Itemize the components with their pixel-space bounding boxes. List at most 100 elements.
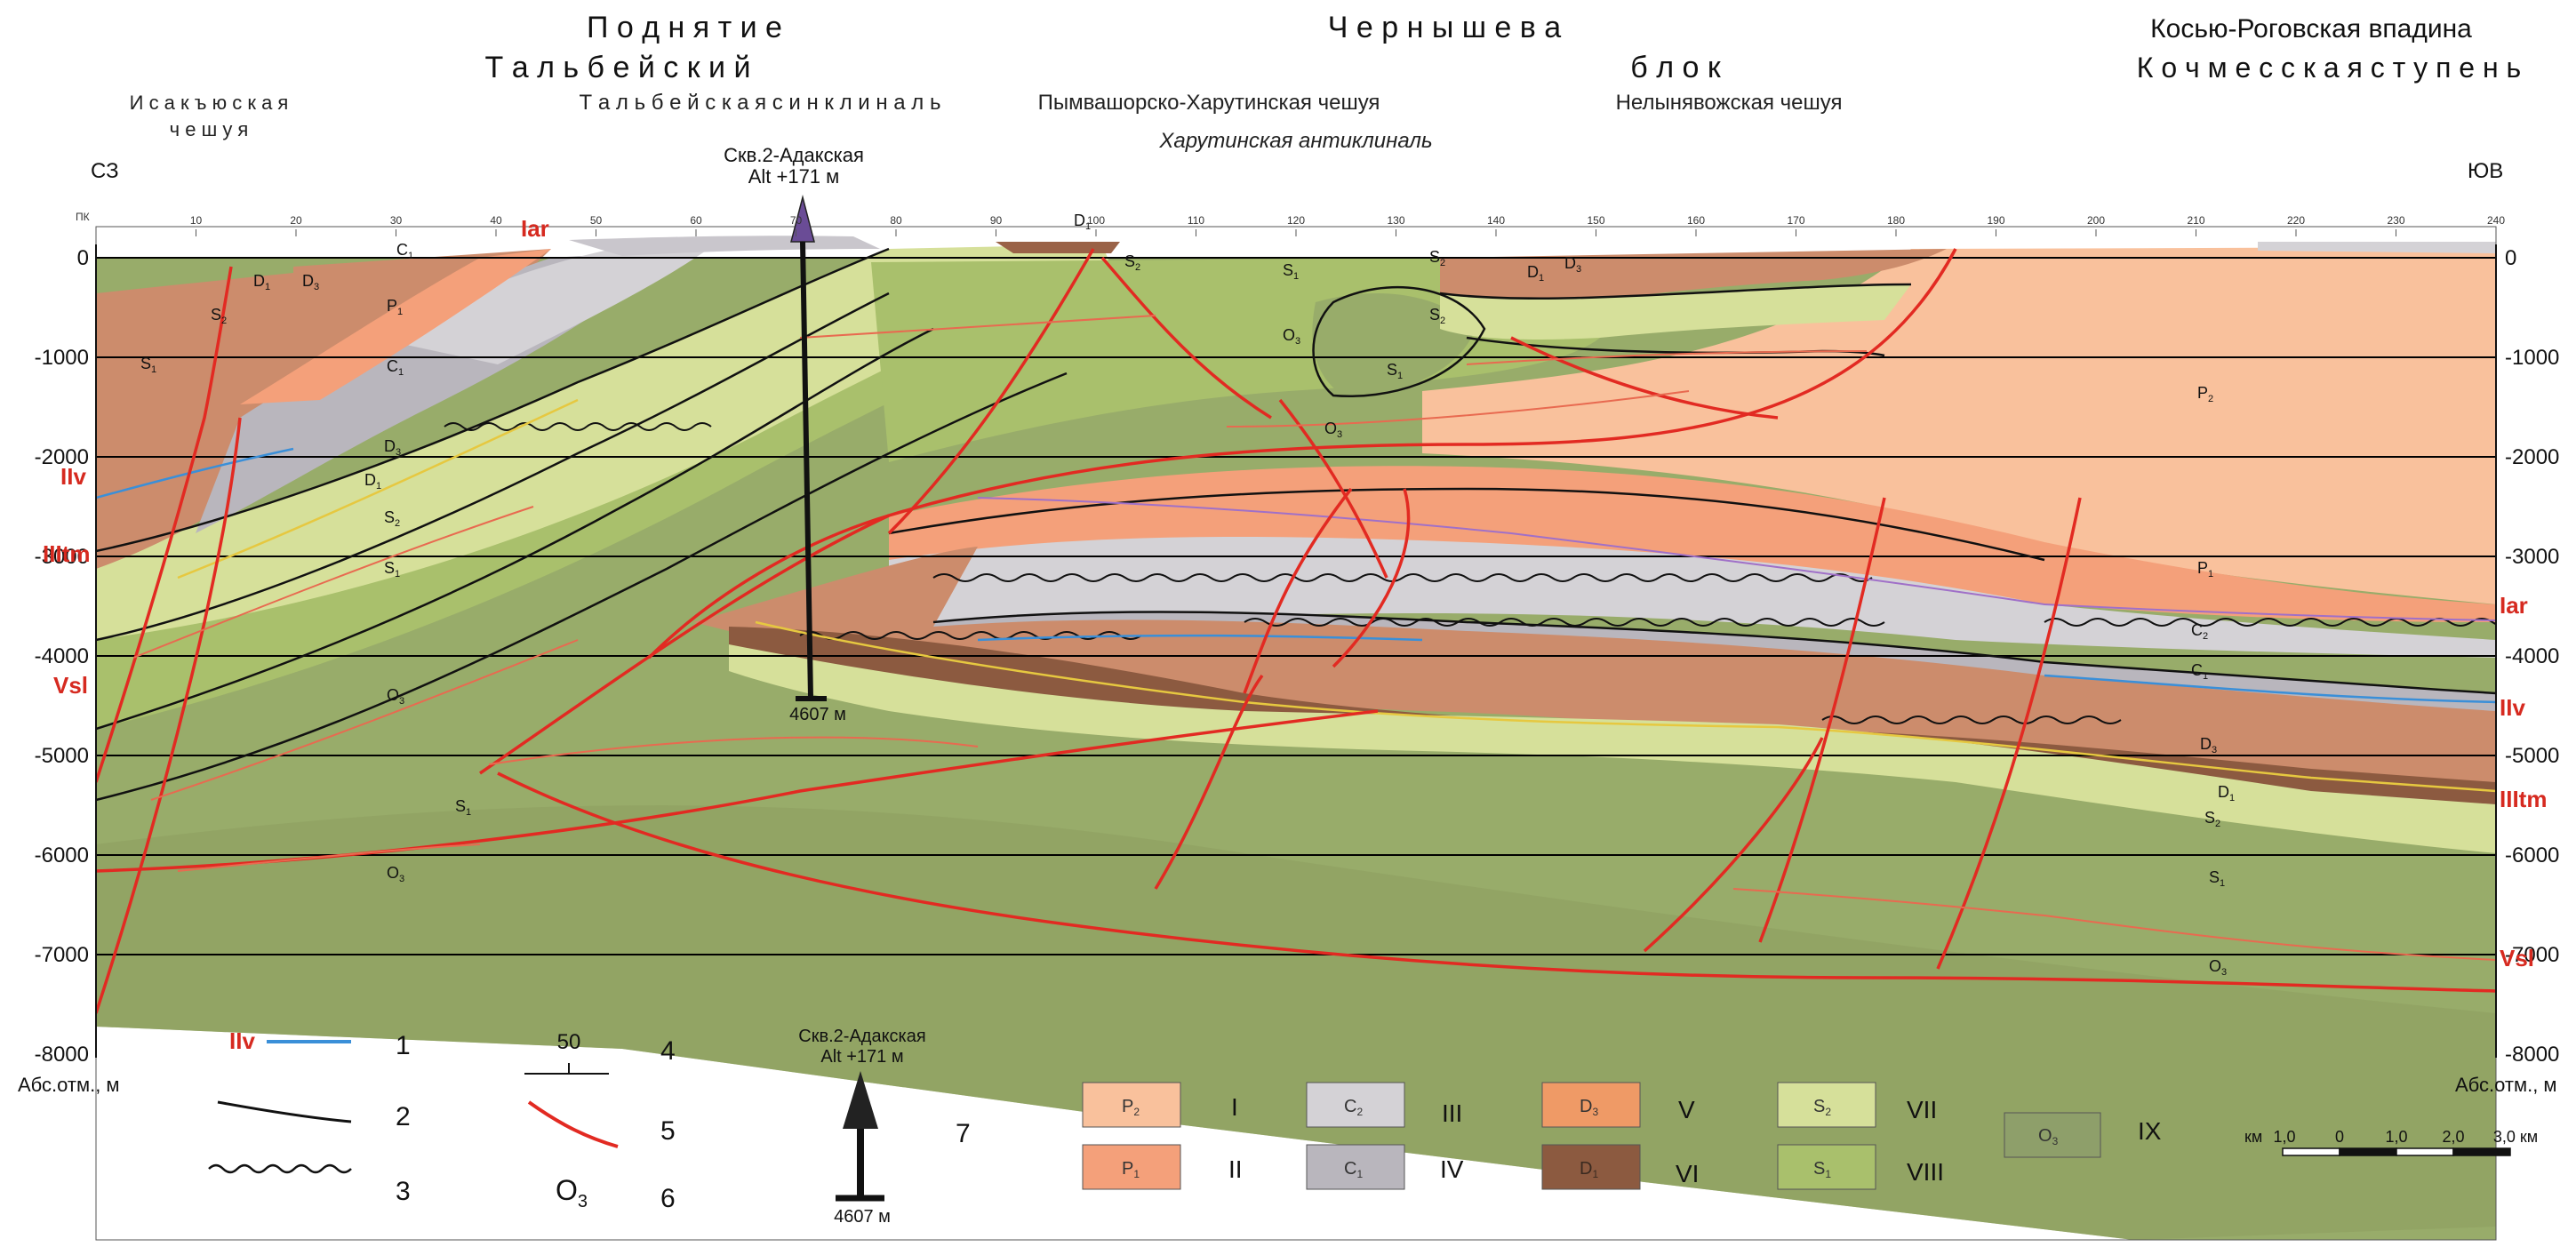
stratum-o3-fold-core — [1312, 293, 1476, 400]
pymva-scale-label: Пымвашорско-Харутинская чешуя — [1038, 91, 1380, 115]
picket-label: 60 — [690, 214, 702, 227]
picket-label: 190 — [1987, 214, 2004, 227]
depth-label-right: 0 — [2505, 246, 2516, 270]
picket-label: 220 — [2287, 214, 2305, 227]
legend: IIv 1 2 3 50 4 5 O3 6 Скв.2-Адакская Alt… — [208, 1027, 2538, 1227]
horizon-iar-line — [977, 497, 2496, 621]
scale-tick-label: 2,0 — [2442, 1128, 2464, 1146]
well-adakskaya: Скв.2-Адакская Alt +171 м 4607 м — [724, 144, 864, 724]
legend-num-4: 4 — [660, 1036, 676, 1066]
nw-direction: СЗ — [91, 159, 119, 183]
picket-label: 170 — [1787, 214, 1804, 227]
label-s1-center-2: S1 — [1387, 361, 1403, 381]
label-s1-mid-left: S1 — [384, 559, 400, 580]
picket-labels: 10 20 30 40 50 60 70 80 90 100 110 120 130 140 150 160 1… — [190, 214, 2505, 236]
stratum-s2-right-block — [1440, 284, 1911, 340]
scale-tick-label: 1,0 — [2273, 1128, 2295, 1146]
swatch-p2-label: P2 — [1122, 1097, 1140, 1118]
legend-num-7: 7 — [956, 1119, 971, 1148]
depth-label-left: -4000 — [35, 644, 89, 668]
label-o3-low-left: O3 — [387, 864, 404, 884]
scale-tick-label: 3,0 км — [2493, 1128, 2538, 1146]
picket-label: 70 — [790, 214, 803, 227]
legend-roman-5: V — [1678, 1096, 1695, 1123]
picket-label: 30 — [390, 214, 403, 227]
depth-unit-right: Абс.отм., м — [2455, 1074, 2557, 1096]
depth-label-right: -7000 — [2505, 943, 2559, 967]
scale-unit: км — [2244, 1128, 2262, 1146]
swatch-d1 — [1541, 1144, 1641, 1190]
label-d1-left: D1 — [253, 272, 270, 292]
depth-label-left: -5000 — [35, 744, 89, 768]
swatch-d3 — [1541, 1082, 1641, 1128]
horizon-iar-left: Iar — [521, 215, 549, 242]
swatch-o3-label: O3 — [2038, 1126, 2059, 1147]
picket-label: 100 — [1087, 214, 1105, 227]
stratum-o3-lower — [96, 805, 2496, 1240]
depth-label-left: 0 — [77, 246, 89, 270]
stratum-p1-sliver — [240, 249, 551, 404]
label-c1-right: C1 — [2191, 661, 2208, 682]
well-bore — [800, 241, 813, 699]
stratum-c2-thrust — [889, 537, 2496, 658]
stratum-d3-thrust — [693, 547, 2496, 800]
legend-picket-value: 50 — [557, 1030, 581, 1054]
horizon-index-labels: Iar IIv IIItm Vsl Iar IIv IIItm Vsl — [43, 215, 2547, 971]
legend-roman-2: II — [1228, 1155, 1243, 1183]
legend-num-1: 1 — [396, 1031, 411, 1060]
swatch-d3-label: D3 — [1580, 1097, 1598, 1118]
horizon-iiitm-line-left — [177, 398, 579, 580]
swatch-c1-label: C1 — [1344, 1159, 1363, 1180]
depth-axis-left: 0 -1000 -2000 -3000 -4000 -5000 -6000 -7000 -800… — [18, 244, 120, 1096]
label-d3-left: D3 — [302, 272, 319, 292]
label-s1-low-left: S1 — [455, 797, 471, 818]
legend-horizon-code: IIv — [229, 1027, 255, 1054]
picket-label: 80 — [890, 214, 902, 227]
stratum-p2-main — [1422, 247, 2496, 604]
picket-label: 160 — [1687, 214, 1705, 227]
swatch-s1-label: S1 — [1813, 1159, 1831, 1180]
label-d1-mid-left: D1 — [364, 471, 381, 492]
stratigraphic-boundaries — [96, 247, 2496, 802]
picket-label: 230 — [2387, 214, 2404, 227]
horizon-iiv-right: IIv — [2500, 694, 2525, 721]
swatch-c2 — [1306, 1082, 1405, 1128]
chernyshev-title: Ч е р н ы ш е в а — [1328, 11, 1562, 44]
depth-axis-right: 0 -1000 -2000 -3000 -4000 -5000 -6000 -7000 -800… — [2455, 244, 2559, 1096]
nelyn-scale-label: Нелынявожская чешуя — [1616, 91, 1843, 115]
legend-num-3: 3 — [396, 1177, 411, 1206]
stratum-surface-brown — [996, 242, 1120, 253]
depth-label-left: -7000 — [35, 943, 89, 967]
label-d3-right-top: D3 — [1564, 254, 1581, 275]
picket-label: 180 — [1887, 214, 1905, 227]
legend-well-alt: Alt +171 м — [820, 1047, 903, 1067]
legend-black-line — [217, 1100, 352, 1123]
depth-label-left: -3000 — [35, 545, 89, 569]
isaky-scale-label: И с а к ъ ю с к а я — [130, 92, 289, 114]
label-d3-right: D3 — [2200, 735, 2217, 755]
depth-label-right: -3000 — [2505, 545, 2559, 569]
depth-label-left: -1000 — [35, 346, 89, 370]
legend-num-2: 2 — [396, 1102, 411, 1131]
picket-label: 50 — [590, 214, 603, 227]
horizon-iiitm-line — [755, 620, 2496, 793]
legend-roman-8: VIII — [1907, 1158, 1944, 1186]
depth-label-left: -6000 — [35, 843, 89, 867]
label-s2-left: S2 — [211, 306, 227, 326]
legend-num-5: 5 — [660, 1116, 676, 1146]
block-title: б л о к — [1630, 51, 1722, 84]
stratum-s2-lower — [729, 644, 2496, 853]
label-o3-right: O3 — [2209, 957, 2227, 978]
picket-label: 20 — [290, 214, 302, 227]
picket-label: 110 — [1188, 214, 1204, 227]
isaky-scale-label-2: ч е ш у я — [170, 118, 249, 140]
label-d1-surface: D1 — [1074, 212, 1091, 232]
label-d3-mid-left: D3 — [384, 437, 401, 458]
label-o3-center-2: O3 — [1324, 420, 1342, 440]
horizon-iiitm-left: IIItm — [43, 540, 90, 567]
label-p1-left: P1 — [387, 297, 403, 317]
kharuta-anticline-label: Харутинская антиклиналь — [1158, 129, 1432, 153]
stratum-c2-wedge — [373, 247, 711, 364]
swatch-s1 — [1777, 1144, 1876, 1190]
